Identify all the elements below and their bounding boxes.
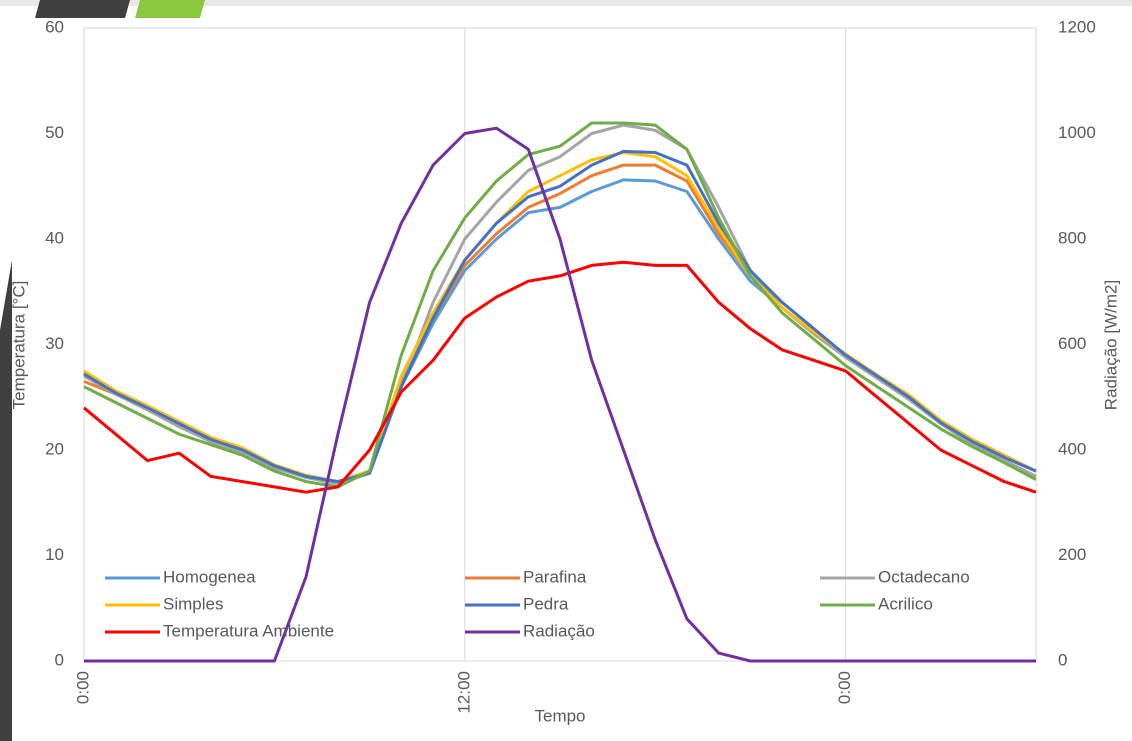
series-line [83, 123, 1037, 486]
y-tick-label: 20 [45, 439, 64, 458]
legend-label: Acrilico [878, 594, 933, 613]
y2-tick-label: 400 [1058, 439, 1086, 458]
y2-tick-label: 1000 [1058, 123, 1096, 142]
y-tick-label: 0 [55, 650, 64, 669]
plot-frame [83, 27, 1037, 662]
series-line [83, 163, 1037, 486]
x-tick-label: 12:00 [454, 671, 473, 714]
legend-label: Homogenea [163, 567, 256, 586]
legend-label: Radiação [523, 621, 595, 640]
y-axis-label: Temperatura [°C] [9, 281, 28, 410]
legend-label: Parafina [523, 567, 587, 586]
legend-label: Simples [163, 594, 223, 613]
series-line [83, 121, 1037, 489]
legend-label: Temperatura Ambiente [163, 621, 334, 640]
y2-tick-label: 1200 [1058, 17, 1096, 36]
decor [0, 0, 1132, 6]
series-line [83, 151, 1037, 484]
y2-tick-label: 800 [1058, 228, 1086, 247]
decor [0, 260, 12, 741]
series-line [83, 149, 1037, 484]
y2-tick-label: 600 [1058, 334, 1086, 353]
y2-tick-label: 200 [1058, 545, 1086, 564]
y2-axis-label: Radiação [W/m2] [1101, 280, 1120, 410]
series-line [83, 178, 1037, 484]
y-tick-label: 60 [45, 17, 64, 36]
x-tick-label: 0:00 [835, 671, 854, 704]
x-tick-label: 0:00 [73, 671, 92, 704]
y2-tick-label: 0 [1058, 650, 1067, 669]
legend-label: Pedra [523, 594, 569, 613]
y-tick-label: 30 [45, 334, 64, 353]
x-axis-label: Tempo [534, 706, 585, 725]
decor [135, 0, 205, 18]
series-line [84, 126, 1036, 663]
legend-label: Octadecano [878, 567, 970, 586]
y-tick-label: 40 [45, 228, 64, 247]
decor [35, 0, 130, 18]
series-line [83, 260, 1037, 494]
y-tick-label: 10 [45, 545, 64, 564]
y-tick-label: 50 [45, 123, 64, 142]
